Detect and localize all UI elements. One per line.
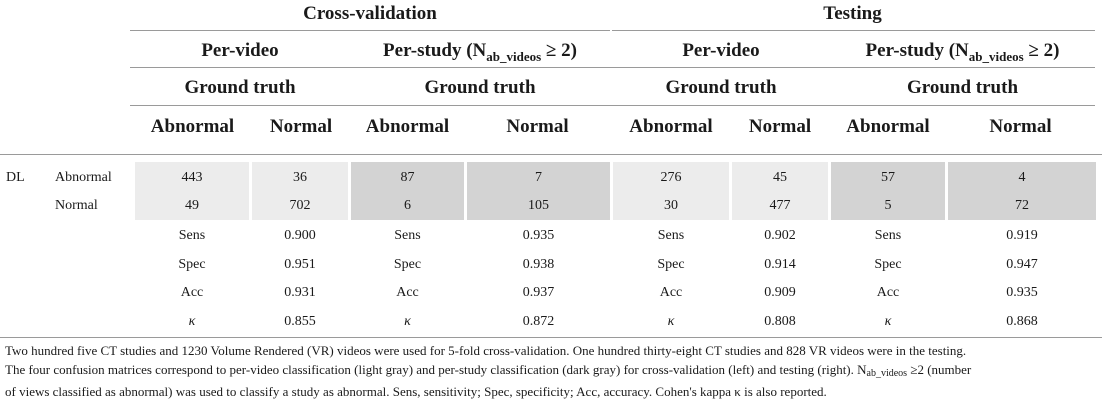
metric-label: Spec xyxy=(178,257,206,272)
rule-header-bottom xyxy=(0,154,1102,155)
header-gt-4: Ground truth xyxy=(906,77,1019,98)
cv-video-tn: 702 xyxy=(289,198,311,213)
header-cv-per-study: Per-study (Nab_videos ≥ 2) xyxy=(383,40,577,64)
shade-test-video-abn xyxy=(613,162,729,220)
test-video-tp: 276 xyxy=(660,170,682,185)
col-test-video-abnormal: Abnormal xyxy=(629,116,713,137)
row-label-dl: DL xyxy=(6,170,25,185)
metric-label: κ xyxy=(188,314,196,329)
metric-label: κ xyxy=(884,314,892,329)
metric-value: 0.937 xyxy=(522,285,555,300)
header-gt-3: Ground truth xyxy=(665,77,777,98)
metric-label: Spec xyxy=(393,257,422,272)
test-study-fn: 5 xyxy=(884,198,892,213)
test-study-fp: 4 xyxy=(1018,170,1026,185)
metric-value: 0.909 xyxy=(764,285,796,300)
test-video-fn: 30 xyxy=(664,198,678,213)
metric-value: 0.938 xyxy=(522,257,555,272)
header-test-per-study: Per-study (Nab_videos ≥ 2) xyxy=(865,40,1060,64)
test-video-tn: 477 xyxy=(769,198,791,213)
header-gt-1: Ground truth xyxy=(184,77,296,98)
rule-testing xyxy=(612,30,1095,31)
shade-test-study-norm xyxy=(948,162,1096,220)
cv-video-tp: 443 xyxy=(181,170,203,185)
test-study-tp: 57 xyxy=(881,170,895,185)
cv-study-fp: 7 xyxy=(535,170,542,185)
col-cv-study-abnormal: Abnormal xyxy=(365,116,450,137)
test-video-fp: 45 xyxy=(773,170,787,185)
metric-value: 0.935 xyxy=(1006,285,1038,300)
metric-label: Spec xyxy=(657,257,685,272)
row-label-normal: Normal xyxy=(55,198,98,213)
col-cv-video-abnormal: Abnormal xyxy=(150,116,235,137)
metric-label: Spec xyxy=(874,257,902,272)
metric-value: 0.855 xyxy=(284,314,316,329)
header-gt-2: Ground truth xyxy=(424,77,536,98)
col-cv-video-normal: Normal xyxy=(269,116,333,137)
header-cross-validation: Cross-validation xyxy=(303,3,437,24)
shade-cv-study-norm xyxy=(467,162,610,220)
cv-video-fp: 36 xyxy=(293,170,307,185)
metric-label: Sens xyxy=(657,228,685,243)
metric-value: 0.902 xyxy=(764,228,796,243)
shade-cv-study-abn xyxy=(351,162,464,220)
metric-label: Acc xyxy=(396,285,419,300)
metric-label: Acc xyxy=(876,285,900,300)
shade-cv-video-norm xyxy=(252,162,348,220)
metric-label: κ xyxy=(667,314,675,329)
metric-value: 0.935 xyxy=(522,228,555,243)
col-test-video-normal: Normal xyxy=(748,116,812,137)
metric-value: 0.808 xyxy=(764,314,796,329)
col-test-study-normal: Normal xyxy=(989,116,1052,137)
metric-label: Acc xyxy=(180,285,204,300)
metric-label: Acc xyxy=(659,285,683,300)
shade-test-video-norm xyxy=(732,162,828,220)
cv-study-tn: 105 xyxy=(528,198,549,213)
header-cv-per-video: Per-video xyxy=(201,40,279,61)
footnote-line-2: The four confusion matrices correspond t… xyxy=(5,361,972,379)
rule-level2 xyxy=(130,67,1095,68)
metric-label: κ xyxy=(404,314,411,329)
metric-value: 0.914 xyxy=(764,257,796,272)
metric-value: 0.951 xyxy=(284,257,316,272)
cv-study-tp: 87 xyxy=(400,170,415,185)
metric-label: Sens xyxy=(394,228,421,243)
metric-value: 0.900 xyxy=(284,228,316,243)
test-study-tn: 72 xyxy=(1015,198,1029,213)
shade-test-study-abn xyxy=(831,162,945,220)
metric-value: 0.947 xyxy=(1006,257,1038,272)
col-test-study-abnormal: Abnormal xyxy=(846,116,930,137)
footnote-line-3: of views classified as abnormal) was use… xyxy=(5,384,827,399)
rule-table-bottom xyxy=(0,337,1102,338)
row-label-abnormal: Abnormal xyxy=(55,170,112,185)
metric-value: 0.931 xyxy=(284,285,316,300)
col-cv-study-normal: Normal xyxy=(506,116,569,137)
metric-label: Sens xyxy=(178,228,206,243)
metric-value: 0.868 xyxy=(1006,314,1038,329)
shade-cv-video-abn xyxy=(135,162,249,220)
rule-cv xyxy=(130,30,610,31)
rule-level3 xyxy=(130,105,1095,106)
header-test-per-video: Per-video xyxy=(682,40,760,61)
cv-video-fn: 49 xyxy=(185,198,199,213)
table-footnote: Two hundred five CT studies and 1230 Vol… xyxy=(5,342,1097,402)
metric-value: 0.919 xyxy=(1006,228,1038,243)
header-testing: Testing xyxy=(823,3,882,24)
cv-study-fn: 6 xyxy=(404,198,411,213)
metric-label: Sens xyxy=(874,228,902,243)
metric-value: 0.872 xyxy=(522,314,555,329)
footnote-line-1: Two hundred five CT studies and 1230 Vol… xyxy=(5,343,967,358)
